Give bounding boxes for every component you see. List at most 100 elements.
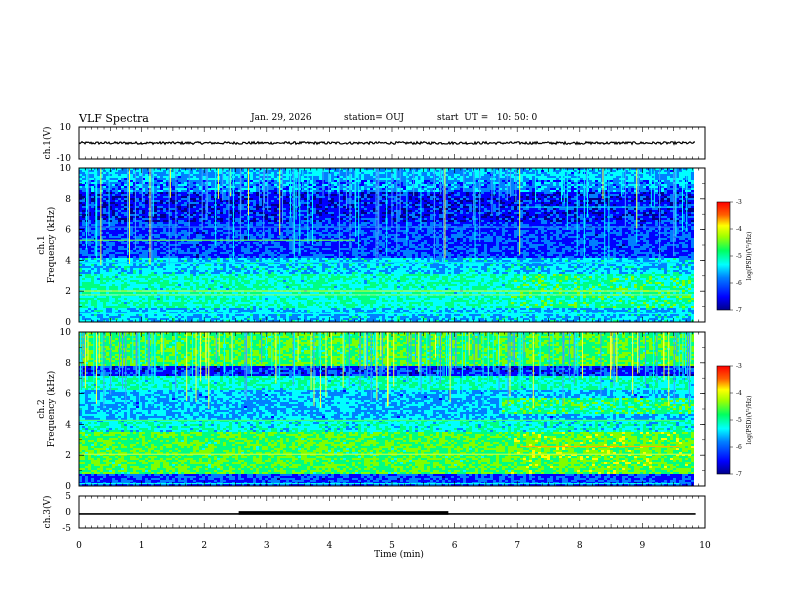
spectrogram-cell (250, 172, 253, 174)
spectrogram-cell (382, 172, 385, 174)
spectrogram-cell (361, 174, 364, 176)
spectrogram-cell (268, 172, 271, 174)
spectrogram-cell (421, 180, 424, 182)
spectrogram-cell (451, 180, 454, 182)
spectrogram-cell (178, 180, 181, 182)
spectrogram-cell (397, 174, 400, 176)
spectrogram-cell (487, 172, 490, 174)
spectrogram-cell (124, 170, 127, 172)
spectrogram-cell (118, 182, 121, 184)
spectrogram-cell (124, 174, 127, 176)
spectrogram-cell (496, 172, 499, 174)
spectrogram-cell (391, 174, 394, 176)
spectrogram-cell (199, 180, 202, 182)
spectrogram-cell (547, 178, 550, 180)
spectrogram-cell (223, 170, 226, 172)
spectrogram-cell (208, 172, 211, 174)
spectrogram-cell (250, 178, 253, 180)
spectrogram-cell (589, 176, 592, 178)
spectrogram-cell (613, 172, 616, 174)
spectrogram-cell (427, 172, 430, 174)
spectrogram-cell (661, 180, 664, 182)
spectrogram-cell (679, 178, 682, 180)
spectrogram-cell (196, 172, 199, 174)
spectrogram-cell (199, 172, 202, 174)
spectrogram-cell (184, 176, 187, 178)
spectrogram-cell (370, 178, 373, 180)
spectrogram-cell (154, 172, 157, 174)
spectrogram-cell (664, 180, 667, 182)
spectrogram-cell (595, 170, 598, 172)
spectrogram-cell (661, 178, 664, 180)
spectrogram-cell (448, 172, 451, 174)
spectrogram-cell (691, 176, 694, 178)
spectrogram-cell (172, 172, 175, 174)
spectrogram-cell (556, 172, 559, 174)
spectrogram-cell (325, 180, 328, 182)
spectrogram-cell (382, 176, 385, 178)
spectrogram-cell (466, 172, 469, 174)
spectrogram-cell (598, 180, 601, 182)
spectrogram-cell (409, 172, 412, 174)
spectrogram-cell (112, 178, 115, 180)
spectrogram-cell (496, 174, 499, 176)
spectrogram-cell (688, 170, 691, 172)
spectrogram-cell (655, 170, 658, 172)
spectrogram-cell (556, 170, 559, 172)
spectrogram-cell (208, 176, 211, 178)
spectrogram-cell (178, 178, 181, 180)
spectrogram-cell (556, 180, 559, 182)
spectrogram-cell (340, 170, 343, 172)
spectrogram-cell (598, 178, 601, 180)
spectrogram-cell (124, 176, 127, 178)
spectrogram-cell (361, 180, 364, 182)
spectrogram-cell (481, 174, 484, 176)
spectrogram-cell (415, 176, 418, 178)
spectrogram-cell (136, 176, 139, 178)
spectrogram-cell (520, 176, 523, 178)
spectrogram-cell (466, 176, 469, 178)
spectrogram-cell (139, 182, 142, 184)
spectrogram-cell (469, 170, 472, 172)
spectrogram-cell (430, 170, 433, 172)
spectrogram-cell (532, 178, 535, 180)
spectrogram-cell (469, 178, 472, 180)
spectrogram-cell (643, 170, 646, 172)
spectrogram-cell (592, 176, 595, 178)
spectrogram-cell (316, 180, 319, 182)
spectrogram-cell (595, 176, 598, 178)
spectrogram-cell (415, 174, 418, 176)
spectrogram-cell (199, 182, 202, 184)
spectrogram-cell (211, 178, 214, 180)
spectrogram-cell (313, 178, 316, 180)
spectrogram-cell (331, 174, 334, 176)
spectrogram-cell (172, 174, 175, 176)
spectrogram-cell (643, 178, 646, 180)
spectrogram-cell (325, 176, 328, 178)
spectrogram-cell (550, 170, 553, 172)
spectrogram-cell (688, 176, 691, 178)
spectrogram-cell (235, 178, 238, 180)
spectrogram-cell (454, 174, 457, 176)
spectrogram-cell (664, 178, 667, 180)
spectrogram-cell (469, 172, 472, 174)
spectrogram-cell (193, 172, 196, 174)
spectrogram-cell (154, 174, 157, 176)
spectrogram-cell (145, 182, 148, 184)
spectrogram-cell (370, 180, 373, 182)
spectrogram-cell (172, 176, 175, 178)
spectrogram-cell (223, 174, 226, 176)
spectrogram-cell (163, 174, 166, 176)
spectrogram-cell (241, 180, 244, 182)
spectrogram-cell (646, 176, 649, 178)
spectrogram-cell (553, 176, 556, 178)
spectrogram-cell (190, 180, 193, 182)
spectrogram-cell (367, 174, 370, 176)
spectrogram-cell (595, 172, 598, 174)
spectrogram-cell (553, 174, 556, 176)
spectrogram-cell (235, 180, 238, 182)
spectrogram-cell (136, 178, 139, 180)
spectrogram-cell (124, 180, 127, 182)
spectrogram-cell (181, 180, 184, 182)
spectrogram-cell (106, 182, 109, 184)
